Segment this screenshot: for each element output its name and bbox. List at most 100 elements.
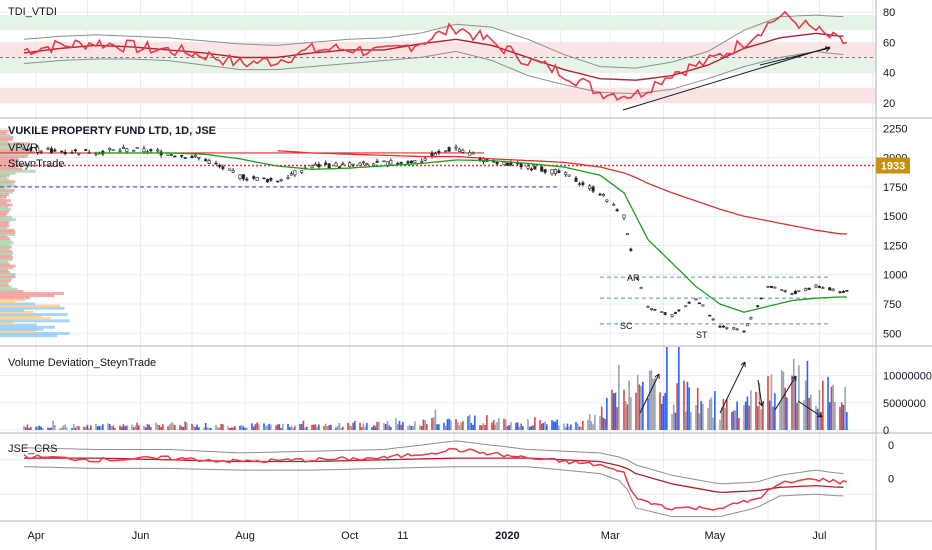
candle-body bbox=[526, 165, 530, 169]
volume-profile-bar bbox=[0, 192, 10, 196]
candle-body bbox=[574, 177, 578, 182]
st-annotation: ST bbox=[696, 330, 708, 340]
candle-body bbox=[317, 164, 321, 168]
volume-trend-arrow-head bbox=[654, 373, 660, 380]
candle-body bbox=[190, 156, 194, 159]
volume-profile-bar bbox=[0, 159, 20, 163]
axis-labels: 8060402022502000175015001250100075050010… bbox=[27, 7, 932, 542]
volume-profile-bar bbox=[0, 216, 13, 220]
candle-body bbox=[783, 290, 787, 293]
candle-body bbox=[276, 180, 280, 183]
volume-profile-bar bbox=[0, 270, 11, 274]
volume-profile-bar bbox=[0, 304, 60, 308]
tdi-zone bbox=[0, 15, 876, 31]
rs-upper-band bbox=[23, 440, 844, 485]
tdi-zone bbox=[0, 42, 876, 58]
volume-trend-arrow bbox=[719, 361, 746, 414]
volume-profile-bar bbox=[0, 222, 9, 226]
candle-body bbox=[173, 155, 177, 158]
volume-profile-bar bbox=[0, 195, 7, 199]
candle-body bbox=[817, 286, 821, 288]
candle-body bbox=[286, 177, 290, 179]
volume-profile-bar bbox=[0, 136, 14, 140]
volume-profile-bar bbox=[0, 129, 9, 133]
candle-body bbox=[612, 204, 616, 206]
volume-profile-bar bbox=[0, 184, 16, 188]
tdi-zone bbox=[0, 87, 876, 103]
volume-profile-bar bbox=[0, 247, 10, 251]
sma200-line bbox=[277, 150, 847, 235]
rs-lower-band bbox=[23, 466, 844, 518]
volume-profile-bar bbox=[0, 180, 16, 184]
volume-profile-bar bbox=[0, 310, 34, 314]
candle-body bbox=[241, 174, 245, 180]
volume-profile-bar bbox=[0, 190, 13, 194]
candle-body bbox=[135, 147, 139, 149]
candle-body bbox=[505, 162, 509, 166]
volume-profile-bar bbox=[0, 173, 10, 177]
candle-body bbox=[437, 151, 441, 153]
volume-profile-bar bbox=[0, 230, 16, 234]
candle-body bbox=[63, 151, 67, 154]
volume-profile-bar bbox=[0, 277, 13, 281]
price-levels bbox=[0, 152, 876, 325]
volume-profile-bar bbox=[0, 287, 18, 291]
candle-body bbox=[265, 179, 269, 183]
price-candles bbox=[22, 144, 849, 333]
volume-profile-bar bbox=[0, 325, 56, 329]
volume-profile-bar bbox=[0, 138, 13, 142]
candle-body bbox=[831, 288, 835, 292]
candle-body bbox=[766, 285, 770, 288]
candle-body bbox=[653, 308, 657, 311]
candle-body bbox=[639, 287, 643, 289]
volume-profile-bar bbox=[0, 211, 8, 215]
candle-body bbox=[430, 153, 434, 157]
volume-profile-bar bbox=[0, 300, 16, 304]
volume-profile-bar bbox=[0, 264, 16, 268]
candle-body bbox=[447, 147, 451, 152]
ar-annotation: AR bbox=[627, 273, 640, 283]
x-axis-label: May bbox=[704, 530, 725, 542]
candle-body bbox=[132, 149, 136, 152]
candle-body bbox=[423, 158, 427, 161]
candle-body bbox=[310, 165, 314, 168]
candle-body bbox=[22, 147, 26, 151]
candle-body bbox=[193, 155, 197, 158]
candle-body bbox=[684, 305, 688, 308]
axis-tick-label: 500 bbox=[883, 328, 901, 340]
volume-profile-bar bbox=[0, 197, 7, 201]
axis-tick-label: 0 bbox=[888, 440, 894, 452]
tdi-rsi-line bbox=[23, 10, 848, 101]
candle-body bbox=[84, 149, 88, 151]
axis-tick-label: 1250 bbox=[883, 240, 907, 252]
candle-body bbox=[553, 169, 557, 174]
candle-body bbox=[636, 277, 640, 280]
candle-body bbox=[557, 170, 561, 173]
candle-body bbox=[471, 152, 475, 155]
axis-tick-label: 60 bbox=[883, 37, 895, 49]
candle-body bbox=[382, 160, 386, 163]
volume-profile-bar bbox=[0, 150, 36, 154]
candle-body bbox=[732, 327, 736, 330]
candle-body bbox=[492, 161, 496, 163]
candle-body bbox=[804, 288, 808, 292]
volume-profile-bar bbox=[0, 273, 16, 277]
volume-profile-bar bbox=[0, 237, 10, 241]
axis-tick-label: 20 bbox=[883, 98, 895, 110]
candle-body bbox=[207, 160, 211, 164]
volume-trend-arrow bbox=[639, 373, 660, 414]
candle-body bbox=[711, 318, 715, 321]
candle-body bbox=[649, 308, 653, 310]
volume-profile-bar bbox=[0, 154, 28, 158]
candle-body bbox=[725, 326, 729, 329]
rs-ma-line bbox=[24, 457, 844, 494]
volume-profile-bar bbox=[0, 281, 9, 285]
candle-body bbox=[204, 159, 208, 162]
candle-body bbox=[169, 154, 173, 156]
candle-body bbox=[238, 174, 242, 179]
candle-body bbox=[615, 209, 619, 212]
volume-trend-arrow-head bbox=[816, 412, 823, 418]
candle-body bbox=[718, 325, 722, 328]
